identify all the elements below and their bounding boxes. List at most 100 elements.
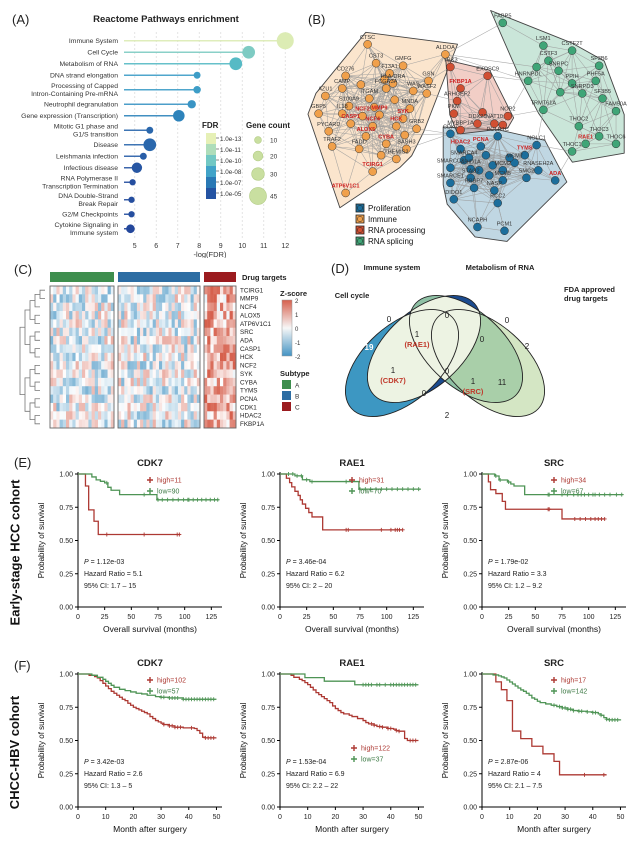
svg-text:Immune System: Immune System [69,38,118,45]
svg-text:MCM7: MCM7 [506,153,522,159]
svg-text:FABP5: FABP5 [494,13,511,19]
svg-text:RCC2: RCC2 [490,194,505,200]
svg-text:NAT10: NAT10 [486,114,503,120]
svg-text:ADA: ADA [549,171,561,177]
svg-text:25: 25 [303,614,311,621]
svg-text:CTSC: CTSC [360,35,375,41]
svg-text:30: 30 [157,814,165,821]
svg-text:125: 125 [205,614,217,621]
svg-text:YBX3: YBX3 [443,58,457,64]
svg-text:1.00: 1.00 [261,472,275,479]
svg-text:TYMS: TYMS [517,146,533,152]
km-plot-early-cdk7: CDK7 1.00 0.75 0.50 0.25 0.000 25 50 75 100 125 Ove… [37,458,222,634]
svg-text:TYMS: TYMS [240,388,258,395]
svg-text:HNRNPDL: HNRNPDL [515,71,542,77]
svg-text:0: 0 [422,389,427,398]
svg-text:Infectious disease: Infectious disease [64,165,119,172]
svg-text:RAE1: RAE1 [339,658,365,669]
svg-text:1.0e-11: 1.0e-11 [220,147,241,154]
panel-label-b: (B) [308,12,326,27]
svg-text:0.50: 0.50 [261,538,275,545]
svg-text:GSN: GSN [422,71,434,77]
svg-text:ALDOA: ALDOA [436,45,455,51]
svg-text:1.0e-13: 1.0e-13 [220,136,242,143]
svg-text:11: 11 [260,243,267,250]
svg-text:Cell cycle: Cell cycle [335,291,370,300]
svg-text:SRC: SRC [544,458,564,469]
svg-text:45: 45 [270,193,278,200]
svg-text:HCK: HCK [240,354,254,361]
svg-text:Leishmania infection: Leishmania infection [56,154,118,161]
svg-text:FAM50A: FAM50A [605,102,627,108]
svg-text:Overall survival (months): Overall survival (months) [305,624,399,634]
svg-text:50: 50 [213,814,221,821]
svg-text:SNRPC: SNRPC [549,61,569,67]
svg-text:IL18: IL18 [337,104,348,110]
gene-network-graph: CTSC ALDOA CST3 GMFG F13A1 CD276 HLA-DRA GSN CAM… [307,10,627,246]
svg-text:0: 0 [76,814,80,821]
svg-text:95% CI: 1.2 – 9.2: 95% CI: 1.2 – 9.2 [488,583,542,590]
svg-text:20: 20 [129,814,137,821]
svg-text:25: 25 [101,614,109,621]
svg-text:1: 1 [295,313,299,319]
svg-text:SASH3: SASH3 [397,139,415,145]
panel-label-f: (F) [14,658,31,673]
svg-text:ATP6V1C1: ATP6V1C1 [332,184,360,190]
svg-text:40: 40 [589,814,597,821]
svg-text:1.0e-08: 1.0e-08 [220,169,242,176]
svg-text:Probability of survival: Probability of survival [441,502,450,578]
svg-text:CDK7: CDK7 [137,458,163,469]
svg-text:HDAC2: HDAC2 [451,139,470,145]
svg-text:SMARCC2: SMARCC2 [437,158,464,164]
svg-text:PPIH: PPIH [566,74,579,80]
svg-text:SMARCA4: SMARCA4 [450,151,477,157]
svg-text:Immune system: Immune system [70,230,118,237]
svg-text:EXOSC9: EXOSC9 [476,66,499,72]
svg-text:RAE1: RAE1 [578,134,593,140]
svg-text:50: 50 [329,614,337,621]
svg-text:high=17: high=17 [561,678,586,685]
svg-text:1: 1 [415,330,420,339]
svg-text:RNA splicing: RNA splicing [368,237,413,246]
panel-label-e: (E) [14,455,32,470]
svg-text:8: 8 [197,243,201,250]
svg-text:SMARCE1: SMARCE1 [437,173,464,179]
svg-text:LSM1: LSM1 [536,36,551,42]
svg-text:A: A [295,383,300,390]
svg-text:Month after surgery: Month after surgery [315,824,389,834]
svg-text:NCF2: NCF2 [355,107,370,113]
svg-text:P = 1.12e-03: P = 1.12e-03 [84,559,124,566]
svg-text:0: 0 [278,814,282,821]
km-curve-low [78,473,219,501]
svg-text:low=70: low=70 [359,489,381,496]
svg-text:Probability of survival: Probability of survival [239,502,248,578]
svg-text:CASP1: CASP1 [240,346,261,353]
svg-text:C: C [295,405,300,412]
svg-text:Probability of survival: Probability of survival [239,702,248,778]
svg-text:SRC: SRC [544,658,564,669]
svg-text:RNASEH2A: RNASEH2A [523,161,553,167]
svg-text:FKBP1A: FKBP1A [240,421,265,428]
svg-text:10: 10 [506,814,514,821]
svg-text:0.50: 0.50 [59,738,73,745]
svg-text:FKBP1A: FKBP1A [449,79,471,85]
svg-text:2: 2 [445,411,450,420]
svg-text:0: 0 [445,311,450,320]
svg-text:0: 0 [387,315,392,324]
panel-label-c: (C) [14,262,33,277]
svg-text:low=67: low=67 [561,489,583,496]
svg-text:0.00: 0.00 [59,805,73,812]
svg-text:B: B [295,394,299,401]
svg-text:Transcription Termination: Transcription Termination [42,184,118,191]
svg-text:DNA strand elongation: DNA strand elongation [50,73,118,80]
km-curve-high [280,473,403,531]
cohort-label-e: Early-stage HCC cohort [7,479,23,626]
svg-text:0.25: 0.25 [261,771,275,778]
svg-text:0.75: 0.75 [261,505,275,512]
svg-text:0: 0 [295,327,299,333]
reactome-lollipop-chart: Reactome Pathways enrichment Immune Syste… [21,14,294,258]
svg-text:2: 2 [295,299,299,305]
svg-text:RAE1: RAE1 [339,458,365,469]
svg-text:Metabolism of RNA: Metabolism of RNA [466,263,535,272]
